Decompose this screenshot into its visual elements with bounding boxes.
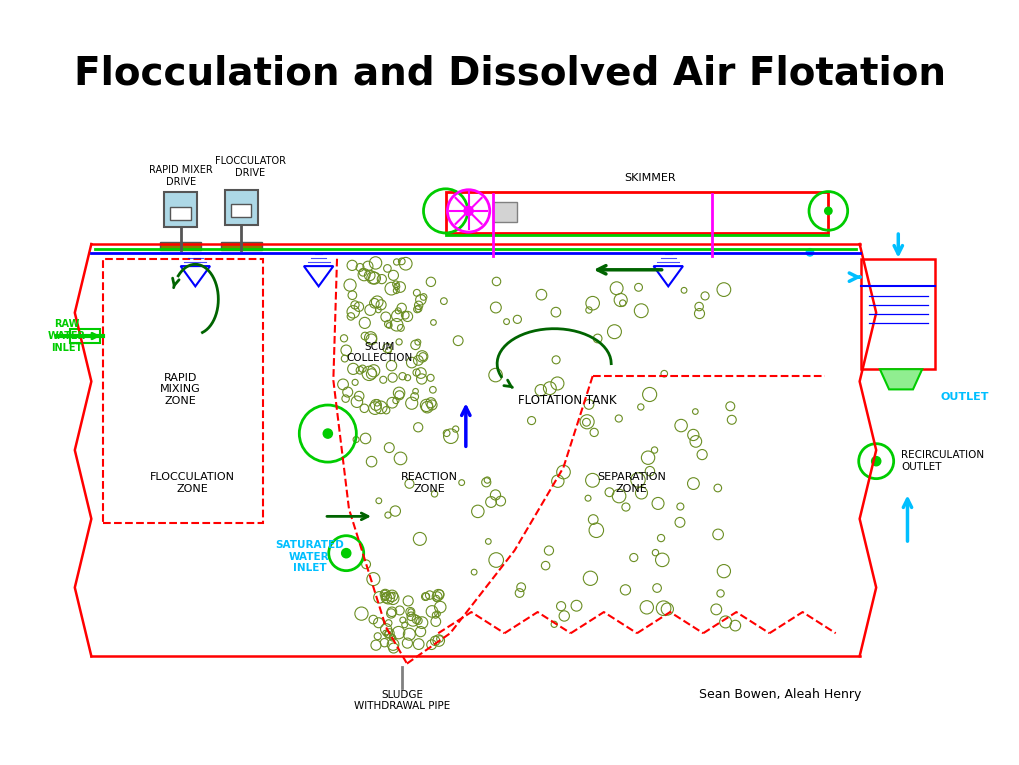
Bar bbox=[224, 190, 258, 225]
Polygon shape bbox=[879, 369, 921, 389]
Circle shape bbox=[464, 207, 473, 216]
Text: FLOTATION TANK: FLOTATION TANK bbox=[518, 394, 615, 407]
Text: RAW
WATER
INLET: RAW WATER INLET bbox=[48, 320, 86, 353]
Text: FLOCCULATOR
DRIVE: FLOCCULATOR DRIVE bbox=[215, 156, 285, 177]
Circle shape bbox=[341, 549, 351, 558]
Bar bbox=[221, 243, 261, 249]
Text: SLUDGE
WITHDRAWAL PIPE: SLUDGE WITHDRAWAL PIPE bbox=[354, 689, 450, 711]
Text: RAPID
MIXING
ZONE: RAPID MIXING ZONE bbox=[160, 373, 201, 406]
Bar bbox=[231, 204, 252, 217]
Bar bbox=[160, 243, 201, 249]
Bar bbox=[445, 191, 827, 233]
Text: SCUM
COLLECTION: SCUM COLLECTION bbox=[345, 342, 412, 363]
Bar bbox=[103, 259, 263, 522]
Text: SATURATED
WATER
INLET: SATURATED WATER INLET bbox=[275, 540, 343, 574]
Circle shape bbox=[871, 457, 880, 466]
Bar bbox=[70, 329, 100, 343]
Text: REACTION
ZONE: REACTION ZONE bbox=[400, 473, 458, 494]
Bar bbox=[170, 207, 191, 220]
Circle shape bbox=[805, 249, 813, 256]
Text: Flocculation and Dissolved Air Flotation: Flocculation and Dissolved Air Flotation bbox=[74, 55, 945, 93]
Text: OUTLET: OUTLET bbox=[940, 392, 988, 402]
Circle shape bbox=[323, 429, 332, 438]
Bar bbox=[493, 202, 517, 222]
Text: Sean Bowen, Aleah Henry: Sean Bowen, Aleah Henry bbox=[698, 688, 861, 702]
Circle shape bbox=[824, 207, 832, 214]
Bar bbox=[861, 259, 934, 369]
Text: SKIMMER: SKIMMER bbox=[624, 173, 675, 183]
Text: SEPARATION
ZONE: SEPARATION ZONE bbox=[596, 473, 665, 494]
Text: RECIRCULATION
OUTLET: RECIRCULATION OUTLET bbox=[900, 451, 983, 472]
Bar bbox=[164, 191, 197, 226]
Text: FLOCCULATION
ZONE: FLOCCULATION ZONE bbox=[150, 473, 234, 494]
Text: RAPID MIXER
DRIVE: RAPID MIXER DRIVE bbox=[149, 165, 212, 187]
